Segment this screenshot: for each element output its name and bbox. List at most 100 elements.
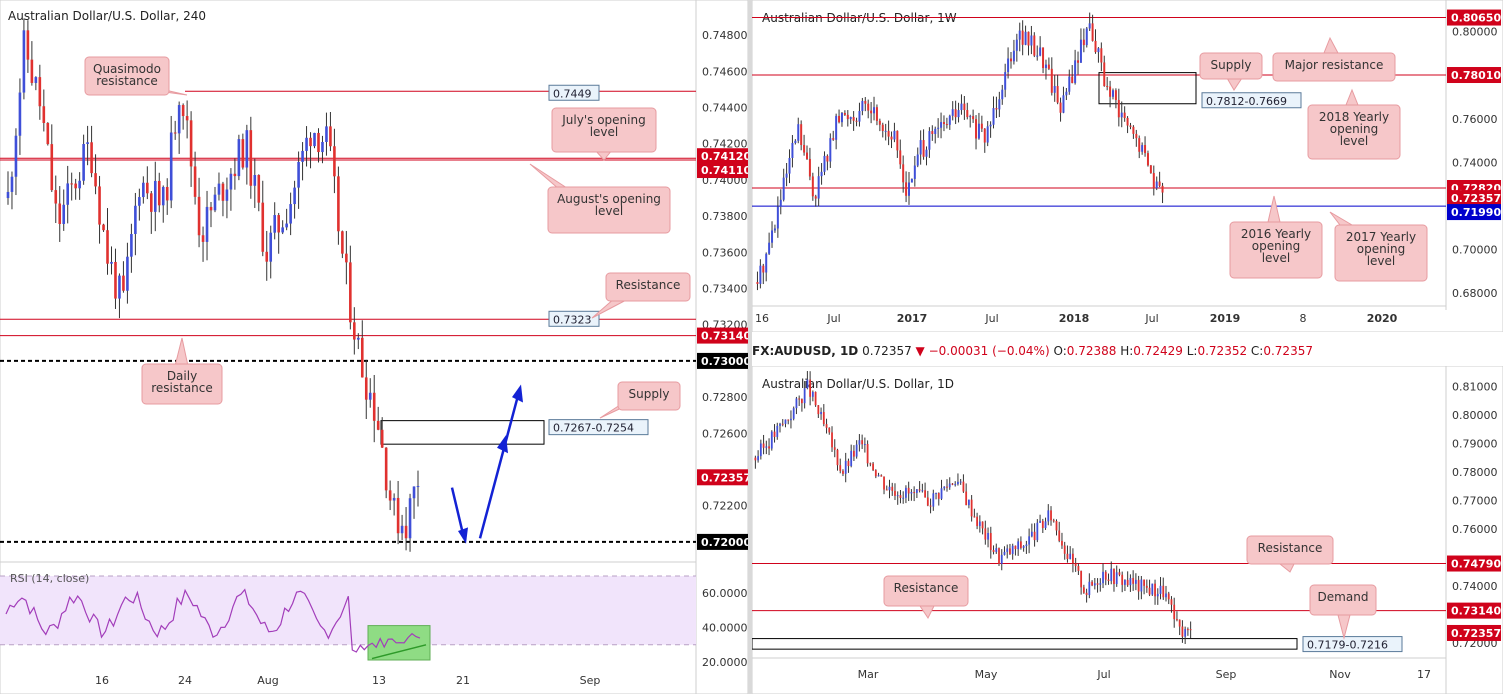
weekly-candle bbox=[899, 150, 902, 165]
h4-candle bbox=[157, 180, 161, 206]
weekly-major-resistance-callout-text: Major resistance bbox=[1285, 58, 1384, 72]
weekly-candle bbox=[797, 124, 800, 141]
daily-chart-panel[interactable]: Australian Dollar/U.S. Dollar, 1D 0.81000… bbox=[752, 366, 1503, 694]
daily-y-tick-label: 0.79000 bbox=[1452, 437, 1498, 450]
weekly-candle bbox=[1141, 145, 1144, 152]
weekly-candle bbox=[1109, 86, 1112, 97]
daily-candle bbox=[825, 424, 828, 428]
h4-candle bbox=[70, 183, 73, 185]
weekly-candle bbox=[1079, 39, 1082, 63]
h4-arrowhead-up-icon bbox=[512, 384, 523, 403]
daily-candle bbox=[1020, 541, 1022, 548]
h4-candle bbox=[416, 486, 420, 488]
h4-chart-panel[interactable]: Australian Dollar/U.S. Dollar, 240 0.7480… bbox=[0, 0, 748, 694]
weekly-chart-panel[interactable]: Australian Dollar/U.S. Dollar, 1W 0.80000… bbox=[752, 0, 1503, 332]
weekly-candle bbox=[756, 282, 759, 284]
daily-candle bbox=[973, 516, 976, 518]
daily-price-2-badge bbox=[1447, 624, 1501, 641]
weekly-2017-callout-box bbox=[1334, 224, 1428, 282]
daily-candle bbox=[1145, 585, 1148, 588]
daily-candle bbox=[1121, 574, 1124, 585]
h4-y-tick-label: 0.74200 bbox=[702, 138, 748, 151]
symbol-label: FX:AUDUSD, 1D bbox=[752, 344, 859, 358]
weekly-candle bbox=[998, 99, 1001, 110]
weekly-candle bbox=[870, 110, 873, 114]
weekly-chart[interactable]: Australian Dollar/U.S. Dollar, 1W0.80000… bbox=[752, 0, 1503, 332]
h4-chart[interactable]: Australian Dollar/U.S. Dollar, 240 0.7480… bbox=[0, 0, 748, 694]
daily-candle bbox=[792, 408, 795, 419]
daily-candle bbox=[1151, 583, 1154, 595]
daily-resistance-lower-callout-text: Resistance bbox=[894, 581, 959, 595]
daily-candle bbox=[861, 440, 864, 445]
daily-candle bbox=[1066, 553, 1069, 559]
weekly-candle bbox=[986, 126, 989, 143]
daily-candle bbox=[1074, 563, 1077, 567]
weekly-supply-zone bbox=[1098, 72, 1197, 105]
daily-x-tick-label: Mar bbox=[858, 668, 879, 681]
h4-candle bbox=[142, 182, 145, 198]
h4-resistance-level-label-box bbox=[548, 310, 600, 327]
weekly-2018-callout-box bbox=[1307, 104, 1401, 160]
h4-price-0-badge bbox=[697, 148, 748, 165]
daily-candle bbox=[790, 418, 792, 421]
daily-candle bbox=[869, 463, 872, 465]
daily-candle bbox=[1102, 571, 1104, 584]
daily-candle bbox=[1082, 587, 1085, 593]
daily-candle bbox=[1039, 520, 1041, 523]
weekly-candle bbox=[1004, 72, 1007, 90]
h4-candle bbox=[321, 141, 324, 153]
daily-candle bbox=[948, 483, 951, 488]
daily-candle bbox=[946, 486, 948, 488]
daily-price-0-badge bbox=[1447, 555, 1501, 572]
weekly-candle bbox=[1021, 30, 1024, 45]
weekly-x-tick-label: 8 bbox=[1300, 312, 1307, 325]
weekly-candle bbox=[948, 115, 951, 125]
daily-candle bbox=[1118, 572, 1121, 575]
weekly-candle bbox=[957, 110, 960, 118]
daily-demand-zone bbox=[752, 638, 1298, 650]
daily-candle bbox=[981, 521, 984, 529]
daily-candle bbox=[866, 443, 869, 464]
weekly-candle bbox=[1129, 125, 1132, 127]
daily-candle bbox=[759, 443, 762, 457]
h4-daily-resistance-callout-box bbox=[141, 363, 223, 405]
close-value: 0.72357 bbox=[1263, 344, 1313, 358]
h4-y-tick-label: 0.72800 bbox=[702, 391, 748, 404]
h4-candle bbox=[118, 275, 121, 299]
daily-candle bbox=[853, 450, 855, 457]
h4-candle bbox=[165, 186, 169, 201]
daily-candle bbox=[894, 490, 896, 496]
weekly-candle bbox=[811, 176, 814, 197]
daily-candle bbox=[773, 431, 776, 437]
h4-candle bbox=[400, 525, 404, 534]
weekly-candle bbox=[803, 145, 806, 153]
daily-y-tick-label: 0.77000 bbox=[1452, 494, 1498, 507]
daily-candle bbox=[1099, 583, 1102, 585]
weekly-candle bbox=[867, 103, 870, 111]
weekly-candle bbox=[951, 109, 954, 116]
weekly-candle bbox=[975, 119, 978, 139]
daily-candle bbox=[1113, 568, 1115, 585]
h4-x-tick-label: 16 bbox=[95, 674, 109, 687]
h4-candle bbox=[253, 175, 257, 186]
daily-candle bbox=[932, 493, 935, 507]
h4-candle bbox=[349, 262, 352, 323]
h4-candle bbox=[293, 187, 296, 205]
h4-candle bbox=[189, 120, 193, 167]
daily-candle bbox=[978, 521, 981, 527]
weekly-candle bbox=[878, 120, 881, 125]
daily-chart[interactable]: Australian Dollar/U.S. Dollar, 1D 0.81000… bbox=[752, 366, 1503, 694]
weekly-candle bbox=[1161, 185, 1164, 193]
h4-candle bbox=[193, 166, 197, 197]
daily-candle bbox=[965, 491, 968, 506]
h4-supply-callout-text: Supply bbox=[629, 387, 670, 401]
weekly-x-tick-label: 2019 bbox=[1210, 312, 1241, 325]
weekly-candle bbox=[1094, 40, 1097, 53]
daily-candle bbox=[1009, 548, 1011, 554]
h4-candle bbox=[94, 173, 97, 187]
daily-candle bbox=[1072, 553, 1074, 564]
h4-candle bbox=[345, 253, 348, 263]
h4-candle bbox=[114, 261, 117, 299]
weekly-candle bbox=[1123, 112, 1126, 118]
daily-candle bbox=[954, 484, 957, 486]
